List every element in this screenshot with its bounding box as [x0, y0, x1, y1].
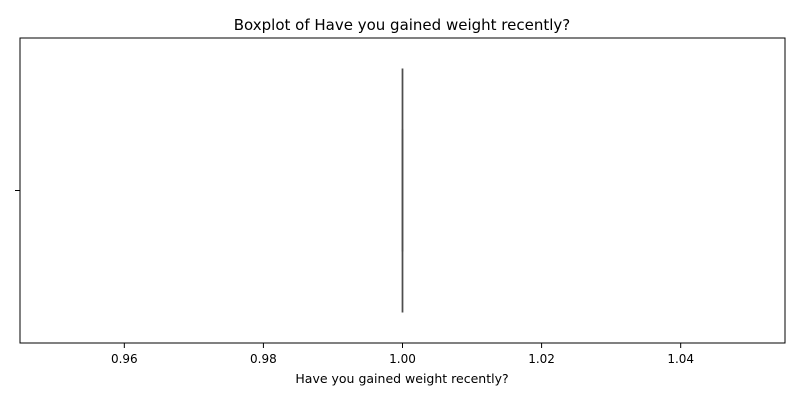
chart-title: Boxplot of Have you gained weight recent…: [234, 16, 570, 34]
x-tick-label: 0.98: [250, 352, 277, 366]
x-axis-label: Have you gained weight recently?: [295, 371, 508, 386]
x-tick-label: 0.96: [111, 352, 138, 366]
x-axis-ticks: 0.96 0.98 1.00 1.02 1.04: [111, 343, 694, 366]
x-tick-label: 1.02: [528, 352, 555, 366]
x-tick-label: 1.04: [667, 352, 694, 366]
x-tick-label: 1.00: [389, 352, 416, 366]
